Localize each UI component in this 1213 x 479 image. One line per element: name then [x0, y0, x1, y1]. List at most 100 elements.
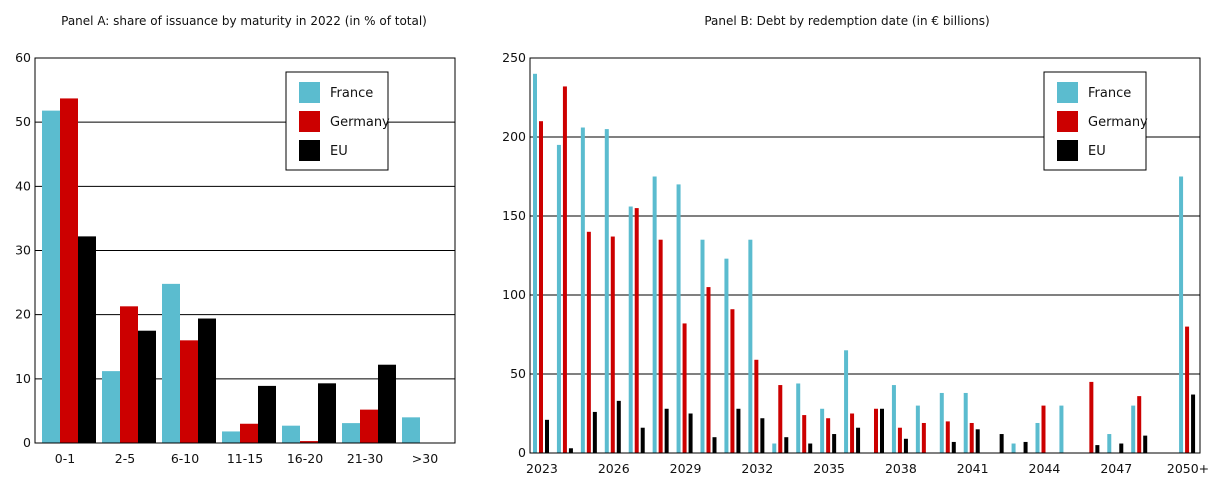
panel-b: 0 50 100 150 200 250 2023 2026 2029 2032 2035 2038 2… [502, 50, 1209, 476]
bar-eu-2025 [592, 411, 597, 453]
bar-eu-0-1 [78, 236, 96, 443]
bar-eu-2046 [1095, 445, 1100, 453]
x-tick-label: 2044 [1029, 461, 1061, 476]
bar-france-2043 [1011, 443, 1016, 453]
bar-eu-2036 [856, 427, 861, 453]
x-tick-label: 21-30 [347, 451, 383, 466]
legend-label-eu: EU [330, 144, 348, 159]
y-tick-label: 250 [502, 50, 526, 65]
panel-a: 0 10 20 30 40 50 60 0-1 2-5 6-10 11-15 16-20 21-30 >3… [15, 50, 456, 466]
bar-germany-2029 [682, 323, 687, 453]
bar-eu-2032 [760, 418, 765, 453]
bar-france-2031 [724, 258, 729, 453]
y-tick-label: 50 [510, 366, 526, 381]
bar-germany-2038 [897, 427, 902, 453]
x-tick-label: >30 [412, 451, 438, 466]
bar-france-16-20 [282, 425, 300, 443]
bar-germany-2037 [874, 408, 878, 453]
y-tick-label: 30 [15, 243, 31, 258]
y-tick-label: 60 [15, 50, 31, 65]
bar-france-2023 [533, 73, 537, 454]
legend-label-germany: Germany [330, 115, 390, 130]
legend-swatch-germany [1057, 111, 1078, 132]
bar-eu-2042 [999, 434, 1004, 453]
bar-eu-6-10 [198, 318, 216, 443]
bar-eu-2026 [616, 400, 621, 453]
bar-france-2030 [700, 239, 705, 453]
panel-b-title: Panel B: Debt by redemption date (in € b… [704, 14, 989, 28]
bar-germany-2024 [562, 86, 567, 453]
bar-eu-2033 [784, 437, 789, 453]
bar-france-21-30 [342, 423, 360, 443]
bar-eu-21-30 [378, 364, 396, 443]
y-tick-label: 150 [502, 208, 526, 223]
bar-germany-2027 [634, 208, 639, 453]
bar-france-2041 [963, 392, 968, 453]
bar-france-6-10 [162, 283, 180, 443]
bar-germany-2044 [1041, 405, 1046, 453]
bar-eu-2043 [1023, 441, 1028, 453]
bar-eu-2035 [832, 434, 837, 453]
x-tick-label: 11-15 [227, 451, 263, 466]
bar-france-2032 [748, 239, 753, 453]
bar-germany-2034 [802, 415, 807, 453]
bar-france-2036 [844, 350, 849, 453]
bar-eu-2041 [975, 429, 980, 453]
bar-france-11-15 [222, 431, 240, 443]
legend-label-germany: Germany [1088, 115, 1148, 130]
x-tick-label: 16-20 [287, 451, 323, 466]
bar-germany-2032 [754, 359, 759, 453]
bar-france-2-5 [102, 371, 120, 443]
legend-swatch-eu [1057, 140, 1078, 161]
x-tick-label: 2026 [598, 461, 630, 476]
bar-france-2028 [652, 176, 657, 453]
legend-label-france: France [330, 86, 373, 101]
y-tick-label: 10 [15, 371, 31, 386]
legend-swatch-france [299, 82, 320, 103]
bar-france-2035 [820, 408, 825, 453]
bar-france-2044 [1035, 422, 1040, 453]
bar-germany-6-10 [180, 340, 198, 443]
bar-germany-21-30 [360, 409, 378, 443]
x-tick-label: 2038 [885, 461, 917, 476]
bar-germany-2046 [1089, 381, 1094, 453]
legend-label-france: France [1088, 86, 1131, 101]
y-tick-label: 50 [15, 114, 31, 129]
bar-eu-11-15 [258, 385, 276, 443]
bar-germany-2033 [778, 385, 783, 453]
bar-france-2033 [772, 443, 777, 453]
bar-germany-2028 [658, 239, 663, 453]
bar-france-2050- [1179, 176, 1184, 453]
legend-label-eu: EU [1088, 144, 1106, 159]
bar-eu-2027 [640, 427, 645, 453]
y-tick-label: 200 [502, 129, 526, 144]
y-tick-label: 0 [518, 445, 526, 460]
bar-france--30 [402, 417, 420, 443]
bar-eu-2047 [1119, 443, 1124, 453]
bar-france-2027 [628, 206, 633, 453]
bar-eu-2034 [808, 443, 813, 453]
bar-germany-2041 [969, 422, 974, 453]
bar-france-2039 [915, 405, 920, 453]
bar-germany-2023 [539, 121, 543, 453]
bar-eu-2028 [664, 408, 669, 453]
y-tick-label: 40 [15, 178, 31, 193]
bar-germany-2036 [850, 413, 855, 453]
plot-area-frame [34, 57, 456, 444]
bar-france-2024 [556, 144, 561, 453]
legend: France Germany EU [1043, 71, 1148, 171]
y-tick-label: 20 [15, 307, 31, 322]
x-tick-label: 6-10 [171, 451, 199, 466]
bar-eu-2029 [688, 413, 693, 453]
bar-germany-11-15 [240, 423, 258, 443]
panel-a-title: Panel A: share of issuance by maturity i… [61, 14, 427, 28]
bar-eu-2050- [1191, 394, 1196, 453]
bar-eu-2048 [1143, 435, 1148, 453]
bar-france-2034 [796, 383, 801, 453]
legend-swatch-france [1057, 82, 1078, 103]
plot-area-frame [529, 57, 1201, 454]
bar-germany-0-1 [60, 98, 78, 444]
legend-swatch-germany [299, 111, 320, 132]
bar-eu-2031 [736, 408, 741, 453]
